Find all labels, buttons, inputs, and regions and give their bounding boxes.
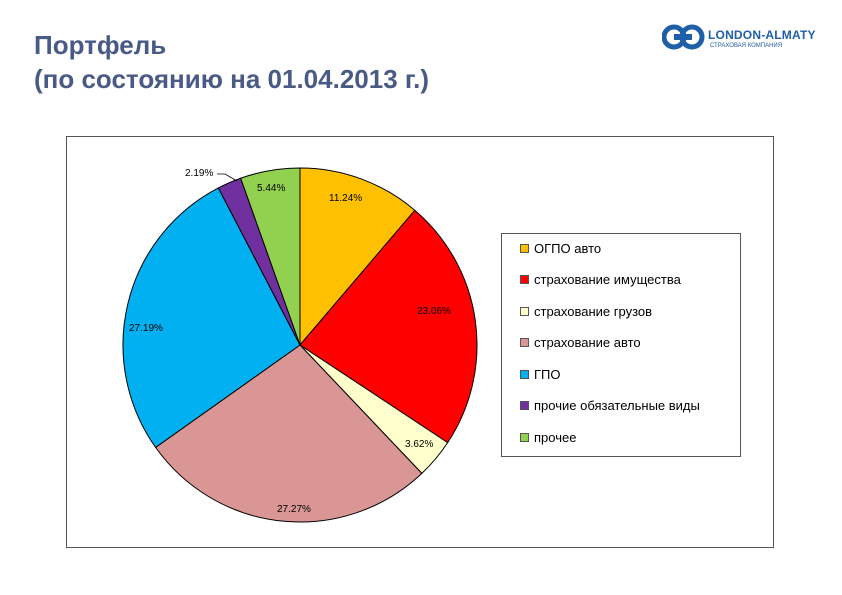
legend-label-6: прочие обязательные виды bbox=[534, 398, 700, 413]
leader-line-6 bbox=[217, 173, 238, 182]
logo-icon bbox=[662, 24, 705, 50]
page-title: Портфель (по состоянию на 01.04.2013 г.) bbox=[34, 28, 429, 96]
legend-label-3: страхование грузов bbox=[534, 303, 653, 319]
pie-slice-1 bbox=[299, 167, 416, 347]
legend-item-6: прочие обязательные виды bbox=[520, 398, 700, 414]
legend-label-2: страхование имущества bbox=[534, 272, 681, 287]
legend-item-5: ГПО bbox=[520, 366, 561, 382]
pie-slice-4 bbox=[154, 344, 423, 523]
slice-label-5: 27.19% bbox=[129, 323, 163, 334]
legend-swatch-3 bbox=[520, 306, 529, 316]
company-logo: LONDON-ALMATY СТРАХОВАЯ КОМПАНИЯ bbox=[662, 22, 832, 56]
legend-label-7: прочее bbox=[534, 429, 577, 445]
slice-label-2: 23.06% bbox=[417, 306, 451, 317]
slice-label-4: 27.27% bbox=[277, 504, 311, 515]
chart-legend: ОГПО авто страхование имущества страховани… bbox=[501, 233, 741, 457]
legend-item-4: страхование авто bbox=[520, 335, 641, 351]
legend-item-1: ОГПО авто bbox=[520, 240, 601, 256]
legend-label-1: ОГПО авто bbox=[534, 240, 602, 256]
slice-label-7: 5.44% bbox=[257, 183, 285, 194]
chart-area: 11.24% 23.06% 3.62% 27.27% 27.19% 2.19% 5.44% … bbox=[66, 136, 774, 548]
pie-chart: 11.24% 23.06% 3.62% 27.27% 27.19% 2.19% 5.44% bbox=[122, 167, 478, 523]
legend-swatch-5 bbox=[520, 369, 529, 379]
leader-lines bbox=[217, 173, 238, 182]
legend-swatch-6 bbox=[520, 401, 529, 410]
legend-label-5: ГПО bbox=[534, 366, 561, 382]
pie-slice-2 bbox=[299, 209, 478, 444]
logo-name: LONDON-ALMATY bbox=[708, 28, 816, 42]
legend-item-3: страхование грузов bbox=[520, 303, 652, 319]
slice-label-1: 11.24% bbox=[329, 193, 362, 204]
pie-slice-7 bbox=[240, 167, 301, 346]
title-line-1: Портфель bbox=[34, 30, 167, 60]
pie-slices bbox=[122, 167, 478, 523]
legend-item-2: страхование имущества bbox=[520, 272, 681, 288]
legend-label-4: страхование авто bbox=[534, 335, 641, 350]
legend-item-7: прочее bbox=[520, 429, 576, 445]
pie-slice-5 bbox=[122, 187, 301, 449]
legend-swatch-4 bbox=[520, 338, 529, 347]
legend-swatch-1 bbox=[520, 243, 529, 253]
slice-label-3: 3.62% bbox=[405, 439, 433, 450]
logo-subtitle: СТРАХОВАЯ КОМПАНИЯ bbox=[710, 43, 783, 49]
slice-labels: 11.24% 23.06% 3.62% 27.27% 27.19% 2.19% 5.44% bbox=[129, 168, 451, 515]
slice-label-6: 2.19% bbox=[185, 168, 213, 179]
title-line-2: (по состоянию на 01.04.2013 г.) bbox=[34, 64, 429, 94]
legend-swatch-2 bbox=[520, 275, 529, 284]
legend-swatch-7 bbox=[520, 432, 529, 442]
